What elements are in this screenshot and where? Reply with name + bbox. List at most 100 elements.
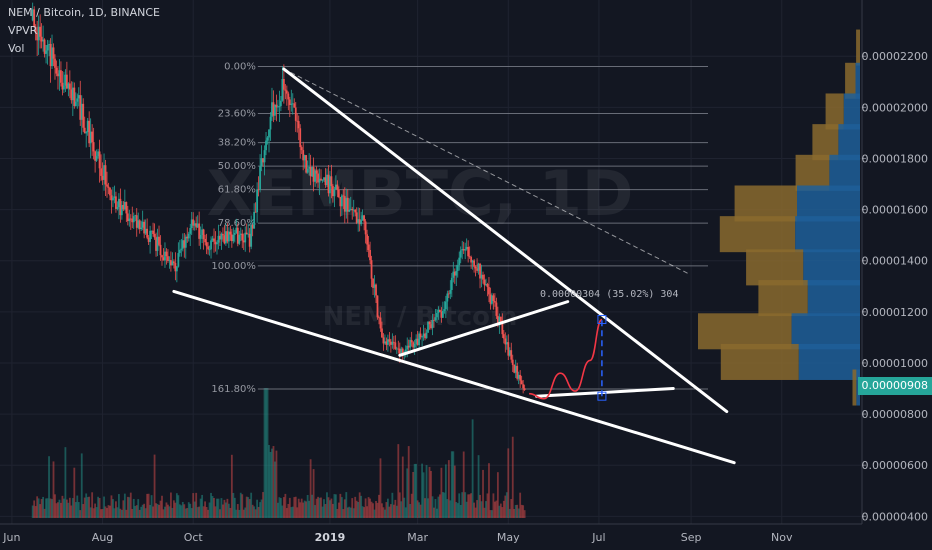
volume-bar — [340, 497, 343, 518]
candle-body — [193, 223, 196, 226]
volume-bar — [33, 500, 36, 518]
falling-wedge-lower — [172, 289, 736, 465]
fib-level-label: 23.60% — [218, 109, 256, 120]
volume-bar — [510, 499, 513, 518]
volume-bar — [305, 501, 308, 518]
candle-body — [412, 342, 415, 348]
volume-bar — [193, 501, 196, 518]
candle-body — [284, 89, 287, 91]
volume-bar — [462, 451, 465, 518]
indicator-vpvr[interactable]: VPVR — [8, 24, 38, 37]
volume-bar — [227, 503, 230, 518]
candle-body — [384, 341, 386, 344]
volume-bar — [378, 494, 380, 518]
candle-body — [348, 209, 351, 212]
volume-bar — [375, 501, 377, 518]
volume-bar — [306, 494, 309, 518]
candle-body — [343, 196, 346, 212]
volume-bar — [498, 505, 501, 518]
volume-bar — [211, 496, 214, 518]
volume-bar — [271, 448, 273, 518]
candles[interactable] — [31, 2, 526, 394]
candle-body — [251, 224, 254, 229]
volume-bar — [55, 503, 58, 518]
candle-body — [504, 338, 507, 345]
candle-body — [71, 87, 74, 101]
volume-bar — [183, 504, 186, 518]
vpvr-up-bar — [843, 93, 860, 130]
candle-body — [471, 260, 474, 263]
volume-bar — [63, 498, 65, 518]
volume-bar — [382, 507, 385, 518]
volume-bar — [129, 492, 132, 518]
volume-bar — [266, 388, 269, 518]
volume-bar — [46, 498, 49, 518]
candle-body — [242, 240, 245, 243]
candle-body — [207, 246, 209, 250]
candle-body — [496, 315, 499, 326]
volume-bar — [187, 502, 190, 518]
candle-body — [483, 279, 486, 286]
volume-bar — [125, 509, 128, 518]
volume-bar — [446, 499, 449, 518]
volume-bar — [360, 495, 363, 518]
candle-body — [37, 26, 40, 41]
candle-body — [324, 177, 327, 186]
candle-body — [68, 83, 71, 90]
candle-body — [398, 348, 401, 355]
indicator-vol[interactable]: Vol — [8, 42, 25, 55]
volume-bar — [97, 496, 99, 518]
price-axis[interactable]: 0.00000400 0.00000600 0.00000800 0.00001000… — [862, 50, 928, 523]
volume-bar — [461, 492, 464, 518]
volume-bar — [486, 493, 489, 518]
candle-body — [106, 184, 108, 187]
candle-body — [125, 202, 128, 214]
volume-bar — [161, 495, 163, 518]
volume-bar — [86, 497, 89, 518]
volume-bar — [88, 496, 91, 518]
volume-bar — [92, 508, 95, 518]
vpvr-up-bar — [838, 124, 860, 161]
candle-body — [291, 103, 294, 105]
candle-body — [254, 211, 257, 213]
volume-bar — [456, 503, 459, 518]
candle-body — [244, 232, 247, 243]
volume-bar — [67, 502, 70, 518]
candle-body — [161, 255, 163, 258]
candle-body — [303, 155, 306, 161]
candle-body — [89, 131, 92, 144]
volume-bar — [422, 472, 425, 518]
volume-bar — [333, 494, 336, 518]
volume-bar — [348, 506, 351, 518]
candle-body — [65, 74, 68, 89]
volume-bar — [444, 464, 447, 518]
candle-body — [226, 231, 229, 242]
candle-body — [376, 295, 379, 318]
volume-bar — [42, 496, 44, 518]
candle-body — [123, 202, 126, 210]
price-range-measure[interactable]: 0.00000304 (35.02%) 304 — [540, 289, 678, 401]
candle-body — [400, 348, 403, 355]
volume-bar — [259, 502, 261, 518]
candle-body — [156, 236, 159, 251]
candle-body — [334, 184, 337, 190]
volume-bar — [119, 508, 122, 518]
candle-body — [391, 341, 394, 345]
vpvr-down-bar — [719, 216, 796, 253]
volume-bar — [260, 499, 263, 518]
volume-bar — [140, 506, 143, 518]
volume-bar — [424, 498, 426, 518]
volume-bar — [324, 504, 327, 518]
time-axis[interactable]: Jun Aug Oct 2019 Mar May Jul Sep Nov — [2, 531, 793, 544]
candle-body — [235, 227, 238, 234]
projection-path[interactable] — [529, 318, 603, 400]
candle-body — [458, 257, 461, 266]
candle-body — [389, 341, 392, 345]
y-tick-label: 0.00002000 — [862, 101, 928, 114]
volume-bar — [318, 497, 321, 518]
inner-rising-line-1 — [398, 300, 570, 357]
candle-body — [180, 248, 183, 250]
candle-body — [501, 322, 504, 335]
